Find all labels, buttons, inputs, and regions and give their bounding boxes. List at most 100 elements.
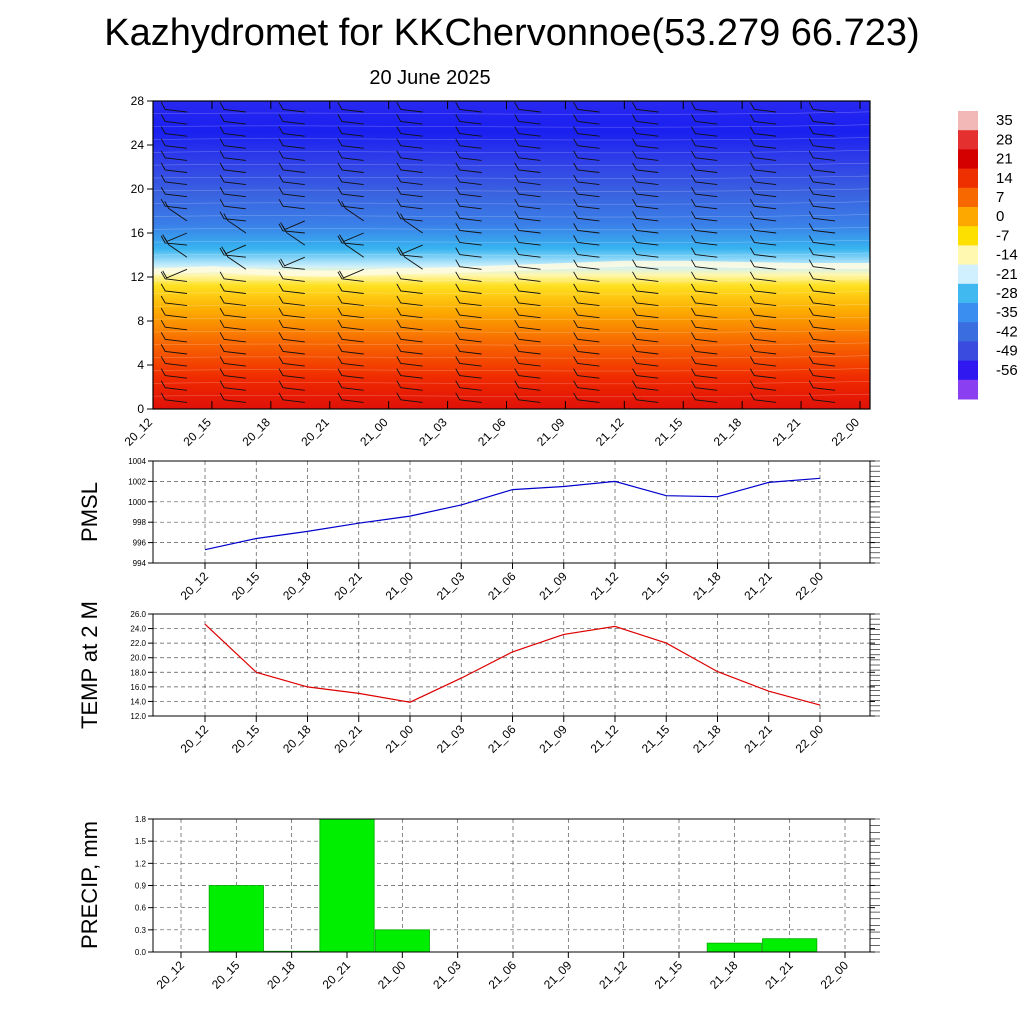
wind-barb (219, 138, 246, 149)
wind-barb (514, 319, 541, 331)
wind-barb (691, 114, 718, 125)
wind-barb (573, 174, 600, 186)
wind-barb (808, 307, 836, 319)
x-tick-label: 21_09 (536, 722, 570, 756)
wind-barb (808, 259, 836, 270)
colorbar-label: -7 (996, 227, 1009, 244)
wind-barb (337, 150, 364, 161)
x-tick-label: 21_12 (596, 958, 630, 992)
wind-barb (278, 319, 305, 331)
wind-barb (219, 368, 246, 379)
wind-barb (632, 174, 659, 186)
y-tick-label: 1004 (128, 457, 146, 466)
wind-barb (514, 259, 541, 270)
wind-barb (219, 126, 246, 137)
y-tick-label: 18.0 (130, 668, 146, 677)
wind-barb (160, 392, 188, 403)
wind-barb (160, 150, 188, 161)
x-tick-label: 21_18 (690, 569, 724, 603)
colorbar-label: 35 (996, 112, 1013, 129)
colorbar-label: -49 (996, 343, 1018, 360)
isotherm-contour (152, 342, 871, 346)
wind-barb (219, 211, 246, 222)
wind-barb (632, 235, 659, 246)
wind-barb (691, 138, 718, 149)
y-tick-label: 1000 (128, 498, 146, 507)
colorbar-segment (958, 245, 978, 266)
wind-barb (573, 319, 600, 331)
wind-barb (632, 392, 659, 403)
y-tick-label: 994 (133, 559, 147, 568)
wind-barb (514, 332, 541, 343)
wind-barb (278, 271, 305, 282)
wind-barb (749, 356, 777, 367)
y-tick-label: 0.9 (135, 882, 147, 891)
wind-barb (219, 380, 246, 391)
wind-barb (749, 283, 777, 294)
wind-barb (455, 235, 482, 246)
colorbar-segment (958, 303, 978, 323)
wind-barb (160, 319, 188, 331)
wind-barb (514, 307, 541, 319)
wind-barb (573, 102, 600, 113)
precip-bar (706, 942, 762, 953)
wind-barb (337, 368, 364, 379)
y-tick-label: 16 (131, 226, 145, 240)
wind-barb (455, 126, 482, 137)
wind-barb (573, 162, 600, 173)
wind-barb (278, 114, 305, 125)
wind-barb (455, 186, 482, 198)
wind-barb (573, 235, 600, 246)
x-tick-label: 21_00 (383, 569, 417, 603)
x-tick-label: 20_15 (229, 722, 263, 756)
colorbar-label: -21 (996, 266, 1018, 283)
colorbar-segment (958, 226, 978, 246)
wind-barb (219, 295, 246, 307)
wind-barb (455, 332, 482, 343)
wind-barb (632, 211, 659, 222)
series-line (204, 623, 821, 706)
wind-barb (691, 319, 718, 331)
wind-barb (749, 102, 777, 113)
wind-barb (632, 150, 659, 161)
wind-barb (160, 307, 188, 319)
isotherm-contour (152, 137, 871, 141)
isotherm-contour (152, 111, 871, 115)
x-tick-label: 20_18 (280, 722, 314, 756)
wind-barb (278, 283, 305, 294)
wind-barb (691, 307, 718, 319)
wind-barb (219, 283, 246, 294)
wind-barb (396, 186, 423, 198)
colorbar-segment (958, 322, 978, 342)
x-tick-label: 21_03 (430, 958, 464, 992)
wind-barb (160, 174, 188, 186)
y-tick-label: 0.0 (135, 948, 147, 957)
panel-frame (152, 460, 871, 564)
wind-barb (808, 102, 836, 113)
x-tick-label: 20_21 (320, 958, 354, 992)
isotherm-contour (152, 162, 871, 166)
wind-barb (514, 368, 541, 379)
wind-barb (514, 114, 541, 125)
x-tick-label: 21_21 (770, 415, 804, 449)
colorbar-segment (958, 168, 978, 189)
x-tick-label: 21_15 (639, 569, 673, 603)
wind-barb (278, 150, 305, 161)
x-tick-label: 21_21 (741, 722, 775, 756)
wind-barb (219, 198, 246, 210)
x-tick-label: 21_15 (652, 415, 686, 449)
x-tick-label: 21_18 (707, 958, 741, 992)
colorbar-label: -35 (996, 304, 1018, 321)
precip-bar (762, 938, 818, 953)
wind-barb (573, 356, 600, 367)
x-tick-label: 21_03 (434, 569, 468, 603)
colorbar-label: 7 (996, 189, 1004, 206)
x-tick-label: 21_00 (357, 415, 391, 449)
wind-barb (514, 198, 541, 210)
wind-barb (514, 380, 541, 391)
wind-barb (573, 223, 600, 234)
wind-barb (455, 295, 482, 307)
wind-barb (219, 344, 246, 355)
wind-barb (160, 332, 188, 343)
wind-barb (808, 283, 836, 294)
